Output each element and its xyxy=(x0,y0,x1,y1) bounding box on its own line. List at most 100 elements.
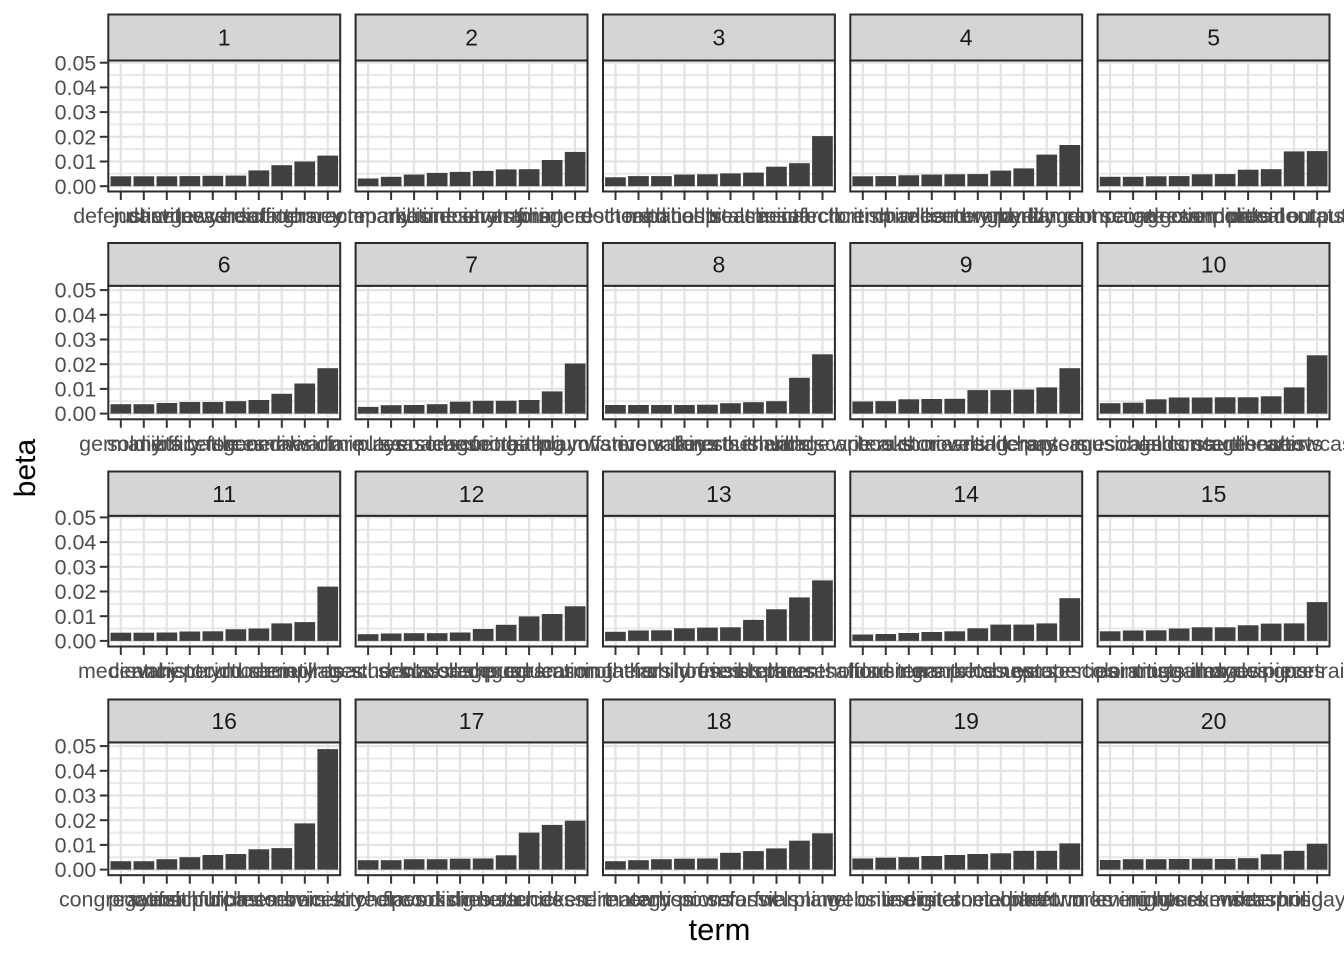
svg-text:seasons: seasons xyxy=(1231,888,1311,912)
svg-text:artists: artists xyxy=(1128,659,1185,683)
svg-text:beta: beta xyxy=(9,438,42,497)
svg-text:brothers: brothers xyxy=(737,659,815,683)
svg-text:dessert: dessert xyxy=(540,888,610,912)
svg-text:royalty: royalty xyxy=(992,204,1055,228)
svg-text:0.01: 0.01 xyxy=(55,378,97,402)
svg-text:classes: classes xyxy=(401,659,472,683)
svg-text:attorney: attorney xyxy=(266,204,344,228)
svg-text:empires: empires xyxy=(267,659,343,683)
svg-text:literary: literary xyxy=(992,432,1056,456)
svg-text:artists: artists xyxy=(1266,432,1323,456)
svg-text:treatment: treatment xyxy=(708,204,798,228)
svg-text:doctors: doctors xyxy=(580,204,650,228)
svg-text:12: 12 xyxy=(459,481,485,507)
svg-text:training: training xyxy=(494,432,564,456)
svg-text:justice: justice xyxy=(112,204,174,228)
svg-text:dishes: dishes xyxy=(429,888,491,912)
svg-text:congregation: congregation xyxy=(59,888,183,912)
svg-text:20: 20 xyxy=(1201,708,1227,734)
svg-text:solar: solar xyxy=(707,888,753,912)
svg-text:housing: housing xyxy=(848,659,923,683)
svg-text:prices: prices xyxy=(949,659,1006,683)
svg-text:empire: empire xyxy=(853,204,918,228)
svg-text:stadium: stadium xyxy=(515,432,590,456)
svg-text:climate: climate xyxy=(582,888,650,912)
svg-text:0.01: 0.01 xyxy=(55,150,97,174)
svg-text:designs: designs xyxy=(1234,659,1308,683)
svg-text:spring: spring xyxy=(1265,888,1323,912)
svg-text:landscape: landscape xyxy=(774,432,872,456)
svg-text:germany: germany xyxy=(79,432,163,456)
svg-text:research: research xyxy=(758,204,841,228)
svg-text:14: 14 xyxy=(953,481,979,507)
svg-text:character: character xyxy=(283,204,372,228)
svg-text:business: business xyxy=(395,204,479,228)
svg-text:website: website xyxy=(826,888,900,912)
svg-text:chapters: chapters xyxy=(1006,432,1088,456)
svg-text:patients: patients xyxy=(647,204,722,228)
svg-text:parents: parents xyxy=(764,659,835,683)
svg-text:democrats: democrats xyxy=(1244,204,1344,228)
svg-text:0.02: 0.02 xyxy=(55,125,97,149)
svg-text:pieces: pieces xyxy=(1263,659,1325,683)
svg-text:governor: governor xyxy=(1160,204,1244,228)
svg-text:british: british xyxy=(834,204,891,228)
svg-text:concert: concert xyxy=(1167,432,1237,456)
svg-text:audience: audience xyxy=(1205,432,1292,456)
svg-text:faithful: faithful xyxy=(158,888,221,912)
svg-text:degrees: degrees xyxy=(467,659,544,683)
svg-text:digital: digital xyxy=(904,888,960,912)
svg-text:7: 7 xyxy=(465,252,478,278)
svg-text:market: market xyxy=(358,204,423,228)
svg-text:charles: charles xyxy=(874,204,943,228)
svg-text:season: season xyxy=(380,432,449,456)
svg-text:households: households xyxy=(768,659,877,683)
svg-text:programs: programs xyxy=(484,659,574,683)
svg-text:colors: colors xyxy=(1082,659,1139,683)
svg-text:chicken: chicken xyxy=(516,888,589,912)
svg-text:houses: houses xyxy=(673,659,742,683)
svg-text:writing: writing xyxy=(946,432,1009,456)
svg-text:9: 9 xyxy=(960,252,973,278)
svg-text:sauces: sauces xyxy=(495,888,563,912)
svg-text:media: media xyxy=(972,888,1030,912)
svg-text:william: william xyxy=(899,204,964,228)
svg-text:0.03: 0.03 xyxy=(55,328,97,352)
svg-text:period: period xyxy=(183,659,242,683)
svg-text:albums: albums xyxy=(1145,432,1214,456)
svg-text:13: 13 xyxy=(706,481,732,507)
svg-text:soldiers: soldiers xyxy=(107,432,181,456)
svg-text:culture: culture xyxy=(204,659,268,683)
svg-text:forces: forces xyxy=(207,432,265,456)
svg-text:morning: morning xyxy=(1071,888,1148,912)
svg-text:northern: northern xyxy=(691,432,771,456)
svg-text:league: league xyxy=(428,432,492,456)
svg-text:church: church xyxy=(181,888,245,912)
svg-text:campaign: campaign xyxy=(1064,204,1157,228)
svg-text:users: users xyxy=(883,888,935,912)
svg-text:medical: medical xyxy=(625,204,699,228)
svg-text:3: 3 xyxy=(713,25,726,51)
svg-text:0.04: 0.04 xyxy=(55,76,97,100)
svg-text:political: political xyxy=(1212,204,1283,228)
svg-text:schools: schools xyxy=(378,659,451,683)
svg-text:power: power xyxy=(678,888,736,912)
svg-text:buyers: buyers xyxy=(992,659,1056,683)
svg-text:hearing: hearing xyxy=(223,204,294,228)
svg-text:1: 1 xyxy=(218,25,231,51)
svg-text:evening: evening xyxy=(1096,888,1171,912)
svg-text:mountain: mountain xyxy=(618,432,706,456)
svg-text:flavors: flavors xyxy=(383,888,446,912)
svg-text:members: members xyxy=(237,888,326,912)
svg-text:history: history xyxy=(158,659,221,683)
svg-text:writers: writers xyxy=(830,432,894,456)
svg-text:campus: campus xyxy=(446,659,521,683)
svg-text:society: society xyxy=(249,659,316,683)
svg-text:19: 19 xyxy=(953,708,979,734)
svg-text:kingdom: kingdom xyxy=(1029,204,1110,228)
svg-text:villages: villages xyxy=(292,659,363,683)
svg-text:worship: worship xyxy=(129,888,204,912)
svg-text:southern: southern xyxy=(712,432,795,456)
svg-text:properties: properties xyxy=(1022,659,1117,683)
svg-text:stories: stories xyxy=(900,432,963,456)
